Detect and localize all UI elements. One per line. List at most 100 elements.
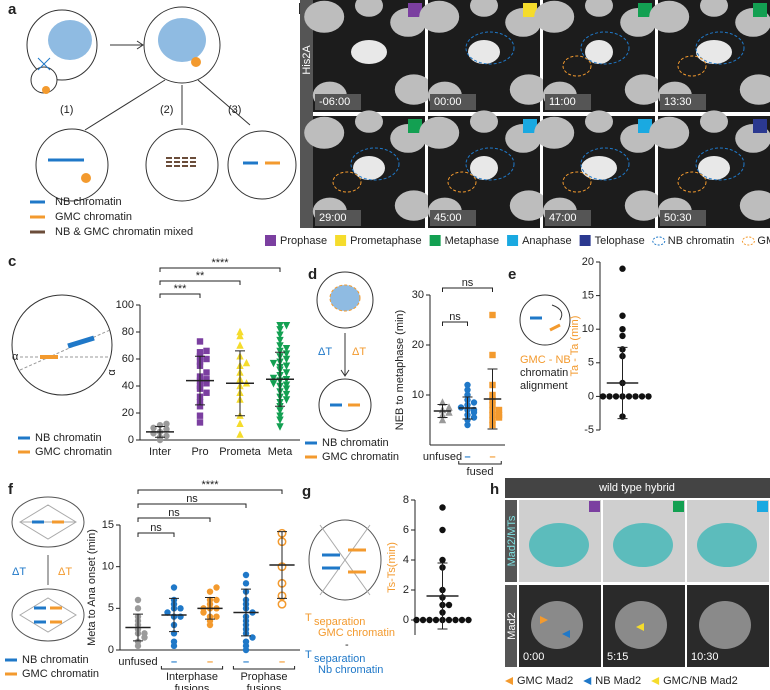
y-tick-label: 100 xyxy=(116,299,134,311)
time-box xyxy=(315,210,361,226)
t-label: Nb chromatin xyxy=(318,664,383,676)
gmc-outline xyxy=(562,171,592,193)
data-point xyxy=(276,423,284,431)
panel-label: c xyxy=(8,253,16,270)
y-tick-label: 15 xyxy=(582,290,594,302)
data-point xyxy=(445,601,453,609)
significance-label: ns xyxy=(449,311,461,323)
legend-swatch xyxy=(583,677,592,685)
step-label: (2) xyxy=(160,104,173,116)
cell-blob xyxy=(394,74,433,105)
cell-blob xyxy=(355,0,383,17)
data-point xyxy=(438,398,447,406)
legend-label: Anaphase xyxy=(522,235,572,247)
time-label: 29:00 xyxy=(319,212,347,224)
chromatin xyxy=(585,40,613,64)
stage-square xyxy=(638,119,652,133)
y-tick-label: 80 xyxy=(122,326,134,338)
data-point xyxy=(163,432,170,440)
legend-label: GMC chromatin xyxy=(322,451,399,463)
chromatin xyxy=(470,156,498,180)
data-point xyxy=(134,638,142,645)
time-label: 50:30 xyxy=(664,212,692,224)
legend-swatch xyxy=(741,236,755,246)
data-point xyxy=(269,374,278,383)
data-point xyxy=(282,369,291,377)
data-point xyxy=(203,376,210,383)
row-bar xyxy=(505,585,517,667)
stage-square xyxy=(523,119,537,133)
data-point xyxy=(269,380,278,388)
data-point xyxy=(464,416,471,424)
significance-label: ns xyxy=(168,507,180,519)
time-label: 10:30 xyxy=(691,651,719,663)
stage-square xyxy=(757,501,768,512)
data-point xyxy=(277,599,287,609)
nb-outline xyxy=(695,147,745,181)
cell xyxy=(11,588,85,642)
arrow xyxy=(136,40,144,50)
fusion-mark xyxy=(37,57,51,71)
nucleus xyxy=(191,57,201,67)
data-point xyxy=(282,396,291,404)
sd-bar xyxy=(241,588,251,637)
arrowhead xyxy=(636,623,644,631)
nb-outline xyxy=(465,31,515,65)
legend-label: GMC chromatin xyxy=(757,235,770,247)
y-tick-label: 40 xyxy=(122,380,134,392)
data-point xyxy=(282,322,291,330)
data-point xyxy=(445,616,453,624)
data-point xyxy=(276,416,284,424)
stage-square xyxy=(408,119,422,133)
nb-outline xyxy=(695,31,745,65)
cell-blob xyxy=(624,74,663,105)
panel-label: d xyxy=(308,266,317,283)
cell xyxy=(35,128,109,202)
row-label: Mad2/MTs xyxy=(506,515,518,566)
t-label: GMC chromatin xyxy=(318,627,395,639)
data-point xyxy=(203,347,210,355)
cell-blob xyxy=(624,190,663,221)
cell xyxy=(227,130,297,200)
step-label: (3) xyxy=(228,104,241,116)
nucleus xyxy=(329,284,361,312)
time-label: 5:15 xyxy=(607,651,628,663)
x-tick-label: unfused xyxy=(423,451,462,463)
data-point xyxy=(489,311,496,319)
delta-label: ΔT xyxy=(352,346,366,358)
cell-blob xyxy=(649,116,690,149)
t-label: T xyxy=(305,649,312,661)
cell-blob xyxy=(585,0,613,17)
data-point xyxy=(619,265,626,272)
x-tick-label: Meta xyxy=(268,446,293,458)
schematic-c xyxy=(11,294,113,396)
note: alignment xyxy=(520,380,568,392)
data-point xyxy=(242,638,250,645)
x-tick-label: Prometa xyxy=(219,446,261,458)
time-label: 47:00 xyxy=(549,212,577,224)
stage-square xyxy=(673,501,684,512)
stage-square xyxy=(589,501,600,512)
y-tick-label: 15 xyxy=(102,519,114,531)
legend-label: GMC Mad2 xyxy=(517,675,573,687)
data-point xyxy=(619,312,626,319)
significance-bracket xyxy=(137,489,283,494)
nucleus xyxy=(158,18,206,62)
nb-outline xyxy=(580,31,630,65)
sd-bar xyxy=(437,404,448,418)
data-point xyxy=(236,331,244,340)
panel-label: h xyxy=(490,481,499,498)
gmc-nucleus xyxy=(81,173,91,183)
stage-square xyxy=(753,3,767,17)
time-box xyxy=(660,94,706,110)
time-box xyxy=(660,210,706,226)
sd-bar xyxy=(195,355,205,406)
gmc-chromatin xyxy=(549,323,561,332)
data-point xyxy=(196,419,204,426)
data-point xyxy=(282,385,291,393)
channel-label: His2A xyxy=(301,45,313,75)
data-point xyxy=(470,399,478,406)
significance-label: ns xyxy=(150,522,162,534)
data-point xyxy=(439,556,446,564)
angle-label: α xyxy=(12,351,19,363)
